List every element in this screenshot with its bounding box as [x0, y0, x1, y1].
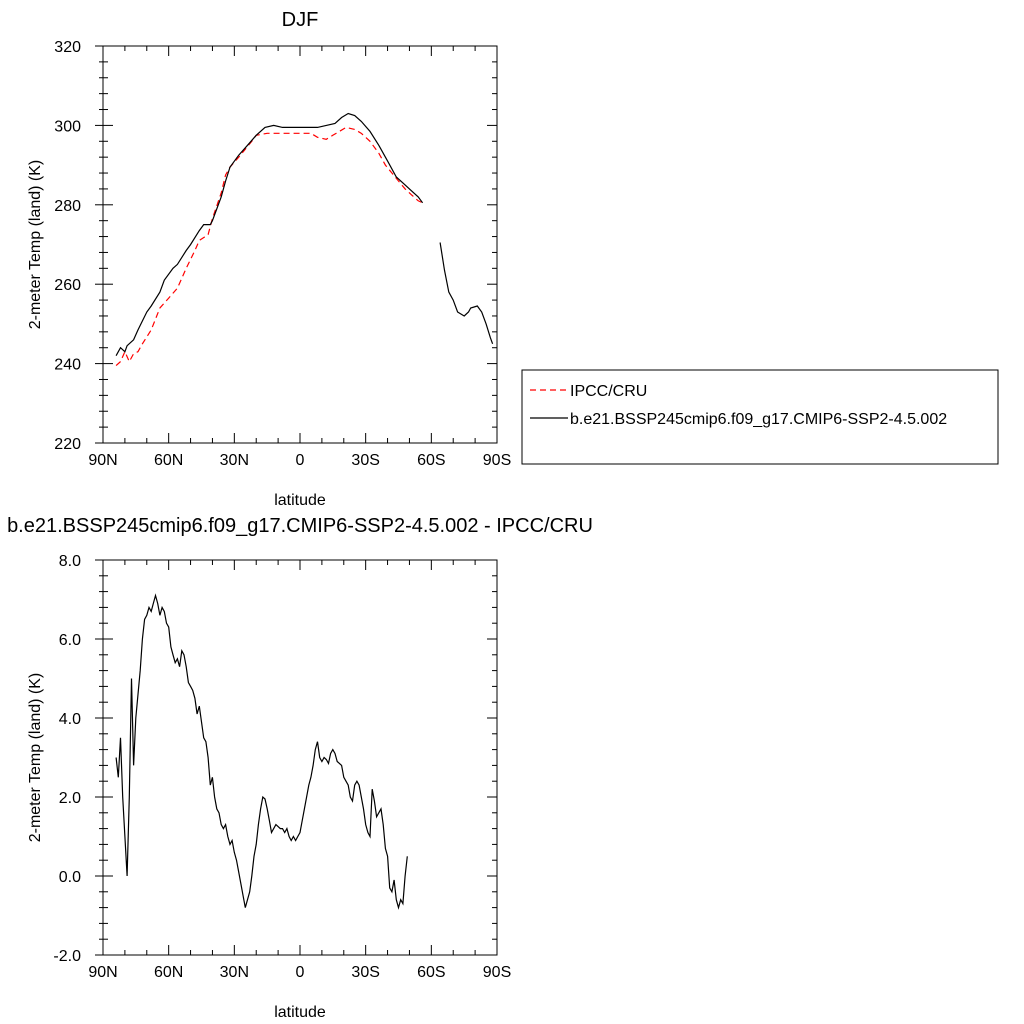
y-tick-label: 300	[54, 118, 81, 135]
top-chart-djf: DJF 90N 60N 30N 0 30S 60S 90S 220 240 260 280 300 320…	[27, 9, 511, 509]
x-tick-label: 60S	[417, 452, 445, 469]
series-line-0-segment-0	[115, 593, 408, 910]
plot-frame	[102, 559, 498, 956]
series-line-1-segment-1	[439, 242, 494, 345]
x-tick-label: 30S	[351, 452, 379, 469]
y-tick-label: 260	[54, 277, 81, 294]
legend-entry-label: b.e21.BSSP245cmip6.f09_g17.CMIP6-SSP2-4.…	[570, 411, 947, 428]
y-tick-label: 280	[54, 198, 81, 215]
x-tick-label: 90S	[483, 964, 511, 981]
x-tick-label: 0	[296, 964, 305, 981]
y-tick-label: -2.0	[53, 948, 81, 965]
y-tick-label: 6.0	[59, 632, 81, 649]
y-tick-label: 220	[54, 436, 81, 453]
x-axis-label: latitude	[274, 1004, 326, 1021]
legend: IPCC/CRU b.e21.BSSP245cmip6.f09_g17.CMIP6…	[521, 369, 999, 465]
x-tick-label: 60S	[417, 964, 445, 981]
bottom-chart-difference: b.e21.BSSP245cmip6.f09_g17.CMIP6-SSP2-4.…	[7, 515, 593, 1021]
series-line-0-segment-0	[115, 126, 423, 367]
chart-title: b.e21.BSSP245cmip6.f09_g17.CMIP6-SSP2-4.…	[7, 515, 593, 537]
series-line-1-segment-0	[115, 112, 424, 356]
y-tick-label: 4.0	[59, 711, 81, 728]
y-axis-label: 2-meter Temp (land) (K)	[27, 160, 44, 330]
legend-box	[521, 369, 999, 465]
x-tick-label: 90N	[88, 964, 117, 981]
y-tick-label: 240	[54, 357, 81, 374]
plot-frame	[102, 45, 498, 444]
x-tick-label: 30S	[351, 964, 379, 981]
x-tick-label: 90N	[88, 452, 117, 469]
legend-entry-label: IPCC/CRU	[570, 383, 647, 400]
y-tick-label: 320	[54, 39, 81, 56]
y-tick-label: 0.0	[59, 869, 81, 886]
x-tick-label: 60N	[154, 452, 183, 469]
x-tick-label: 0	[296, 452, 305, 469]
x-tick-label: 30N	[220, 964, 249, 981]
x-tick-label: 90S	[483, 452, 511, 469]
y-tick-label: 8.0	[59, 553, 81, 570]
x-tick-label: 60N	[154, 964, 183, 981]
x-tick-label: 30N	[220, 452, 249, 469]
chart-title: DJF	[282, 9, 319, 31]
y-tick-label: 2.0	[59, 790, 81, 807]
y-axis-label: 2-meter Temp (land) (K)	[27, 673, 44, 843]
x-axis-label: latitude	[274, 492, 326, 509]
